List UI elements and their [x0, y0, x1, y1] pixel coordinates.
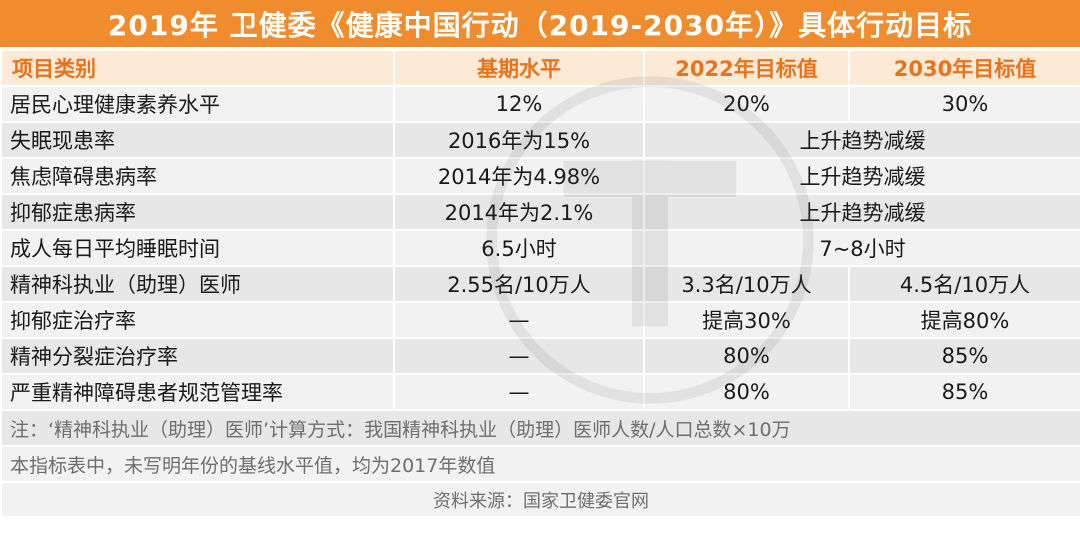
- target-2030-cell: 85%: [848, 373, 1080, 411]
- footnote-calculation: 注：‘精神科执业（助理）医师’计算方式：我国精神科执业（助理）医师人数/人口总数…: [0, 409, 1080, 447]
- target-2030-cell: 85%: [848, 337, 1080, 375]
- table-row: 居民心理健康素养水平 12% 20% 30%: [0, 85, 1080, 123]
- table-row: 精神科执业（助理）医师 2.55名/10万人 3.3名/10万人 4.5名/10…: [0, 265, 1080, 303]
- footnote-baseline-year: 本指标表中，未写明年份的基线水平值，均为2017年数值: [0, 445, 1080, 483]
- baseline-cell: —: [393, 301, 645, 339]
- row-label: 成人每日平均睡眠时间: [0, 229, 395, 267]
- page-title: 2019年 卫健委《健康中国行动（2019-2030年）》具体行动目标: [0, 0, 1080, 49]
- merged-target-cell: 上升趋势减缓: [643, 193, 1080, 231]
- table-row: 抑郁症治疗率 — 提高30% 提高80%: [0, 301, 1080, 339]
- row-label: 抑郁症治疗率: [0, 301, 395, 339]
- table-row: 成人每日平均睡眠时间 6.5小时 7~8小时: [0, 229, 1080, 267]
- table-row: 精神分裂症治疗率 — 80% 85%: [0, 337, 1080, 375]
- baseline-cell: 2014年为4.98%: [393, 157, 645, 195]
- baseline-cell: —: [393, 373, 645, 411]
- note-row: 注：‘精神科执业（助理）医师’计算方式：我国精神科执业（助理）医师人数/人口总数…: [0, 409, 1080, 447]
- merged-target-cell: 7~8小时: [643, 229, 1080, 267]
- merged-target-cell: 上升趋势减缓: [643, 121, 1080, 159]
- row-label: 精神科执业（助理）医师: [0, 265, 395, 303]
- header-category: 项目类别: [0, 49, 395, 87]
- row-label: 居民心理健康素养水平: [0, 85, 395, 123]
- header-row: 项目类别 基期水平 2022年目标值 2030年目标值: [0, 49, 1080, 87]
- data-source: 资料来源：国家卫健委官网: [0, 481, 1080, 518]
- row-label: 失眠现患率: [0, 121, 395, 159]
- baseline-cell: —: [393, 337, 645, 375]
- baseline-cell: 2014年为2.1%: [393, 193, 645, 231]
- header-2030-target: 2030年目标值: [848, 49, 1080, 87]
- row-label: 焦虑障碍患病率: [0, 157, 395, 195]
- row-label: 严重精神障碍患者规范管理率: [0, 373, 395, 411]
- target-2022-cell: 80%: [643, 337, 850, 375]
- target-2022-cell: 提高30%: [643, 301, 850, 339]
- header-2022-target: 2022年目标值: [643, 49, 850, 87]
- note-row: 本指标表中，未写明年份的基线水平值，均为2017年数值: [0, 445, 1080, 483]
- target-2022-cell: 20%: [643, 85, 850, 123]
- baseline-cell: 2016年为15%: [393, 121, 645, 159]
- baseline-cell: 12%: [393, 85, 645, 123]
- table-row: 焦虑障碍患病率 2014年为4.98% 上升趋势减缓: [0, 157, 1080, 195]
- baseline-cell: 6.5小时: [393, 229, 645, 267]
- target-2030-cell: 4.5名/10万人: [848, 265, 1080, 303]
- source-row: 资料来源：国家卫健委官网: [0, 481, 1080, 518]
- header-baseline: 基期水平: [393, 49, 645, 87]
- table-row: 严重精神障碍患者规范管理率 — 80% 85%: [0, 373, 1080, 411]
- row-label: 抑郁症患病率: [0, 193, 395, 231]
- merged-target-cell: 上升趋势减缓: [643, 157, 1080, 195]
- row-label: 精神分裂症治疗率: [0, 337, 395, 375]
- target-2022-cell: 3.3名/10万人: [643, 265, 850, 303]
- table-row: 失眠现患率 2016年为15% 上升趋势减缓: [0, 121, 1080, 159]
- baseline-cell: 2.55名/10万人: [393, 265, 645, 303]
- targets-table: 项目类别 基期水平 2022年目标值 2030年目标值 居民心理健康素养水平 1…: [0, 49, 1080, 518]
- table-row: 抑郁症患病率 2014年为2.1% 上升趋势减缓: [0, 193, 1080, 231]
- target-2022-cell: 80%: [643, 373, 850, 411]
- target-2030-cell: 提高80%: [848, 301, 1080, 339]
- target-2030-cell: 30%: [848, 85, 1080, 123]
